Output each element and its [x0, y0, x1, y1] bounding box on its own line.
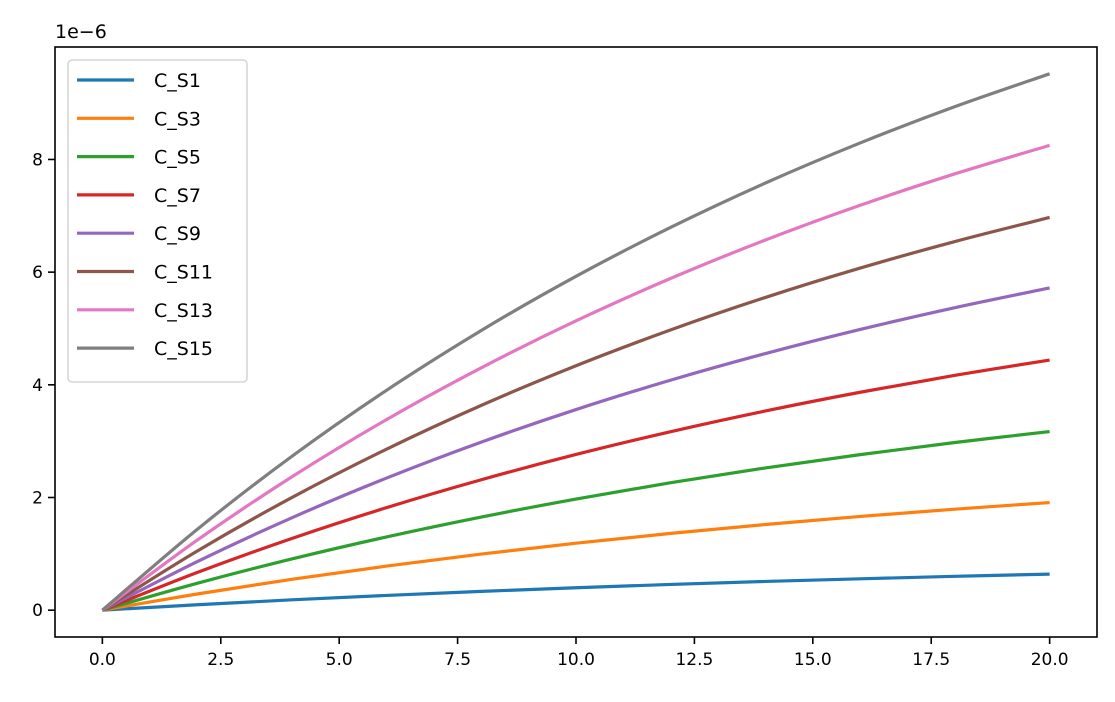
legend-item: C_S5 [77, 147, 201, 169]
x-axis: 0.0 2.5 5.0 7.5 10.0 12.5 15.0 17.5 20.0 [89, 637, 1069, 670]
y-offset-label: 1e−6 [55, 21, 107, 43]
legend-label: C_S13 [154, 300, 213, 322]
legend-item: C_S11 [77, 262, 213, 284]
series-line-c-s15 [101, 72, 1051, 612]
series-line-c-s11 [101, 215, 1051, 612]
x-tick-label: 20.0 [1031, 650, 1069, 670]
legend-item: C_S3 [77, 108, 201, 130]
y-axis: 0 2 4 6 8 [32, 150, 55, 621]
x-tick-label: 5.0 [326, 650, 353, 670]
series-line-c-s7 [101, 358, 1050, 612]
legend-label: C_S1 [154, 70, 201, 92]
legend-item: C_S15 [77, 338, 213, 360]
x-tick-label: 7.5 [444, 650, 471, 670]
x-tick-label: 2.5 [207, 650, 234, 670]
legend-label: C_S9 [154, 223, 201, 245]
legend-label: C_S11 [154, 262, 213, 284]
y-tick-label: 0 [32, 601, 43, 621]
y-tick-label: 8 [32, 150, 43, 170]
x-tick-label: 15.0 [794, 650, 832, 670]
series-line-c-s13 [101, 143, 1051, 612]
legend-box [67, 59, 248, 383]
legend-label: C_S15 [154, 338, 213, 360]
legend: C_S1 C_S3 C_S5 C_S7 C_S9 C_S11 C_S13 C_S15 [67, 59, 248, 383]
legend-item: C_S13 [77, 300, 213, 322]
series-layer [101, 72, 1051, 612]
legend-label: C_S5 [154, 147, 201, 169]
legend-item: C_S9 [77, 223, 201, 245]
y-tick-label: 2 [32, 489, 43, 509]
series-line-c-s3 [102, 500, 1050, 612]
x-tick-label: 17.5 [912, 650, 950, 670]
series-line-c-s5 [101, 429, 1050, 612]
x-tick-label: 12.5 [675, 650, 713, 670]
y-tick-label: 4 [32, 376, 43, 396]
x-tick-label: 10.0 [557, 650, 595, 670]
series-line-c-s9 [101, 286, 1050, 612]
series-line-c-s1 [102, 572, 1050, 612]
legend-label: C_S7 [154, 185, 201, 207]
legend-label: C_S3 [154, 108, 201, 130]
legend-item: C_S7 [77, 185, 201, 207]
x-tick-label: 0.0 [89, 650, 116, 670]
legend-item: C_S1 [77, 70, 201, 92]
y-tick-label: 6 [32, 263, 43, 283]
